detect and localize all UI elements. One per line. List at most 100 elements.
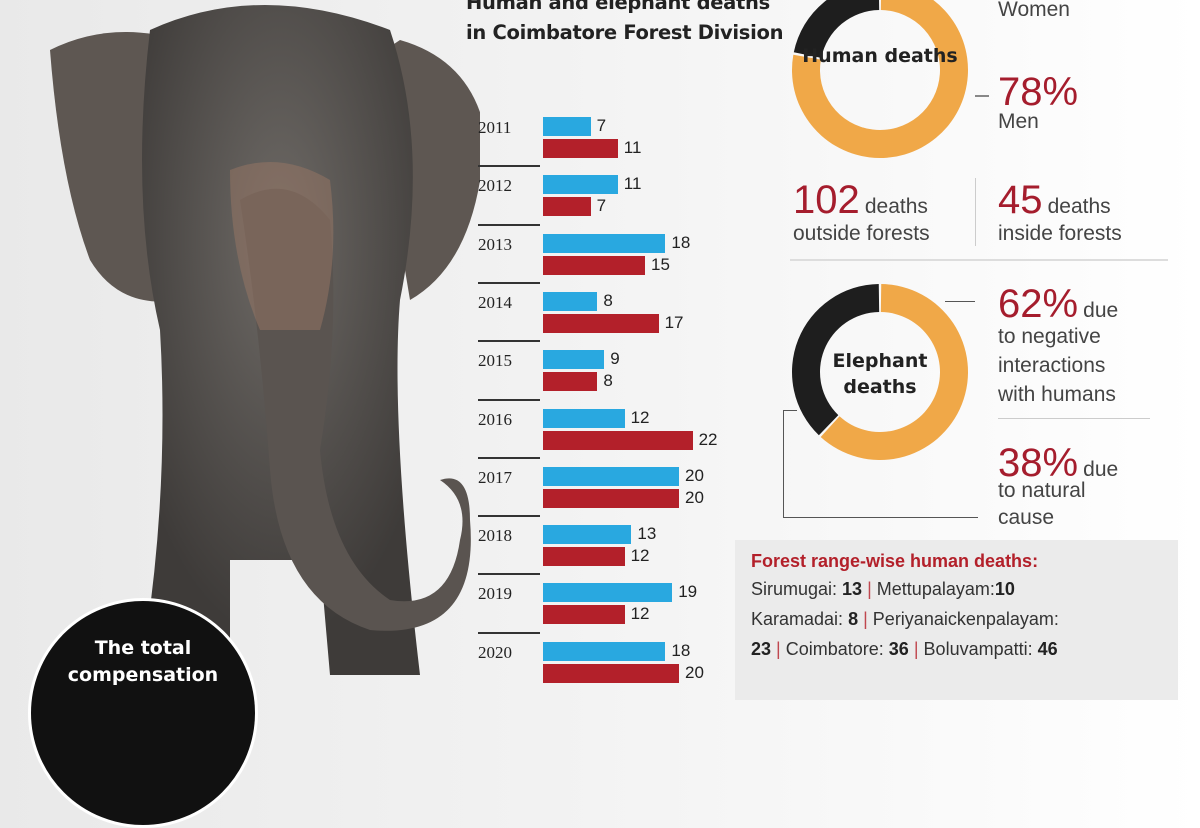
bar-value-label: 13: [637, 524, 657, 544]
bar-value-label: 12: [630, 546, 650, 566]
men-segment: [792, 0, 968, 158]
bar-value-label: 18: [671, 232, 691, 252]
range-name: Sirumugai:: [751, 579, 843, 599]
year-label: 2012: [478, 176, 512, 196]
bar-value-label: 18: [671, 640, 691, 660]
bar-value-label: 11: [623, 174, 642, 194]
red-bar: [543, 313, 659, 333]
text: to natural: [998, 479, 1086, 502]
row-separator: [478, 340, 540, 343]
range-value: 8: [848, 609, 859, 629]
bar-value-label: 8: [603, 290, 613, 310]
bar-value-label: 22: [698, 429, 718, 449]
natural-desc: to natural cause: [998, 477, 1086, 531]
divider: [790, 259, 1168, 261]
text: due: [1083, 458, 1119, 481]
red-bar: [543, 547, 625, 567]
chart-title: Human and elephant deaths in Coimbatore …: [466, 0, 784, 44]
range-value: 36: [888, 639, 909, 659]
row-separator: [478, 631, 540, 634]
compensation-circle: The total compensation: [28, 598, 258, 828]
range-value: 46: [1037, 639, 1058, 659]
elephant-donut-label: Elephant deaths: [832, 350, 928, 398]
bar-value-label: 15: [651, 254, 670, 274]
blue-bar: [543, 525, 632, 545]
row-separator: [478, 165, 540, 168]
divider: [998, 418, 1150, 419]
year-label: 2016: [478, 409, 512, 429]
row-separator: [478, 223, 540, 226]
red-bar: [543, 197, 591, 217]
circle-text: The total: [94, 637, 192, 659]
range-name: Periyanaickenpalayam:: [872, 609, 1059, 629]
divider: [975, 178, 976, 246]
row-separator: [478, 456, 540, 459]
circle-text: compensation: [67, 664, 219, 686]
range-value: 10: [994, 579, 1015, 599]
year-label: 2011: [478, 118, 512, 137]
red-bar: [543, 255, 645, 275]
bar-value-label: 19: [678, 582, 698, 602]
red-bar: [543, 663, 679, 683]
elephant-image: [50, 5, 480, 675]
red-bar: [543, 488, 679, 508]
year-label: 2015: [478, 351, 512, 371]
range-name: Coimbatore:: [785, 639, 889, 659]
human-deaths-donut: Human deaths: [792, 0, 968, 158]
year-label: 2018: [478, 526, 512, 546]
inside-desc: inside forests: [998, 222, 1122, 245]
women-segment: [793, 0, 880, 58]
year-label: 2017: [478, 467, 512, 487]
text: to negative: [998, 325, 1101, 348]
men-percent: 78%: [998, 70, 1079, 114]
year-label: 2013: [478, 234, 512, 254]
connector-bracket: [783, 410, 978, 518]
red-bar: [543, 430, 693, 450]
blue-bar: [543, 408, 625, 428]
bar-value-label: 12: [630, 407, 650, 427]
text: with humans: [998, 383, 1116, 406]
range-title: Forest range-wise human deaths:: [751, 551, 1039, 571]
year-label: 2020: [478, 642, 512, 662]
row-separator: [478, 573, 540, 576]
text: due: [1083, 299, 1119, 322]
red-bar: [543, 372, 598, 392]
human-interaction-segment: [820, 284, 968, 460]
forest-range-box: Forest range-wise human deaths: Sirumuga…: [735, 540, 1178, 700]
outside-count: 102: [793, 178, 860, 222]
blue-bar: [543, 117, 591, 136]
inside-unit: deaths: [1047, 195, 1111, 218]
donut-label: Human deaths: [802, 45, 957, 67]
red-bar: [543, 605, 625, 625]
elephant-deaths-donut: [792, 284, 968, 460]
blue-bar: [543, 233, 666, 253]
human-interaction-desc: to negative interactions with humans: [998, 322, 1116, 409]
text: interactions: [998, 354, 1106, 377]
bar-value-label: 20: [685, 465, 704, 485]
range-name: Karamadai:: [751, 609, 849, 629]
bar-value-label: 20: [685, 487, 704, 507]
range-value: 13: [842, 579, 863, 599]
text: cause: [998, 506, 1055, 529]
women-label: Women: [998, 0, 1070, 21]
row-separator: [478, 398, 540, 401]
connector: [945, 301, 975, 302]
human-interaction-percent: 62%: [998, 282, 1079, 326]
outside-unit: deaths: [864, 195, 928, 218]
natural-cause-segment: [792, 284, 880, 436]
range-name: Mettupalayam:: [876, 579, 995, 599]
connector: [783, 410, 797, 411]
blue-bar: [543, 175, 618, 195]
bar-value-label: 11: [623, 138, 642, 157]
bar-value-label: 9: [610, 349, 620, 369]
men-label: Men: [998, 110, 1039, 133]
bar-value-label: 7: [596, 116, 607, 135]
year-label: 2014: [478, 292, 512, 312]
blue-bar: [543, 466, 679, 486]
blue-bar: [543, 350, 605, 370]
bar-value-label: 12: [630, 604, 650, 624]
outside-desc: outside forests: [793, 222, 930, 245]
bar-value-label: 7: [596, 196, 607, 216]
bar-value-label: 20: [685, 662, 704, 682]
bar-value-label: 8: [603, 371, 613, 391]
